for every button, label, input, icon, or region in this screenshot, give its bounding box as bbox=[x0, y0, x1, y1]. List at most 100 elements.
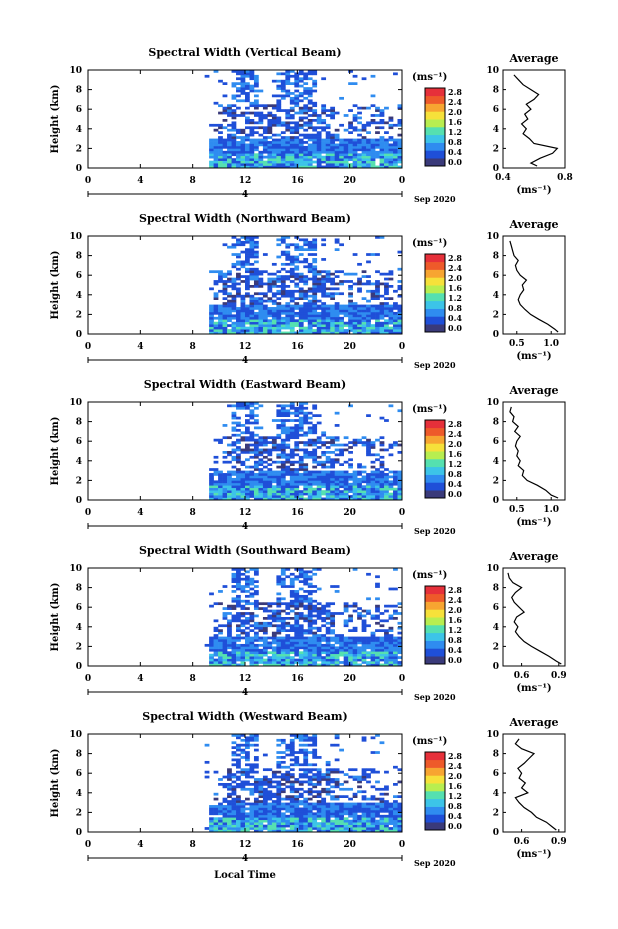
heatmap-cell bbox=[366, 656, 371, 659]
heatmap-cell bbox=[227, 165, 232, 169]
heatmap-cell bbox=[330, 460, 336, 464]
heatmap-cell bbox=[280, 470, 286, 474]
heatmap-cell bbox=[271, 321, 277, 325]
heatmap-cell bbox=[276, 331, 282, 335]
heatmap-cell bbox=[222, 331, 228, 335]
heatmap-cell bbox=[370, 809, 376, 813]
heatmap-cell bbox=[361, 436, 367, 440]
heatmap-cell bbox=[316, 316, 322, 320]
heatmap-cell bbox=[227, 316, 232, 320]
heatmap-cell bbox=[316, 289, 322, 293]
heatmap-cell bbox=[240, 824, 246, 828]
heatmap-cell bbox=[285, 94, 291, 98]
heatmap-cell bbox=[240, 309, 246, 313]
heatmap-cell bbox=[227, 480, 232, 484]
heatmap-cell bbox=[294, 426, 300, 430]
heatmap-cell bbox=[379, 272, 385, 276]
heatmap-cell bbox=[236, 663, 241, 667]
heatmap-cell bbox=[361, 128, 367, 132]
heatmap-cell bbox=[249, 770, 255, 774]
heatmap-cell bbox=[222, 643, 228, 647]
heatmap-cell bbox=[222, 109, 228, 112]
heatmap-cell bbox=[253, 807, 259, 811]
heatmap-cell bbox=[276, 604, 282, 608]
heatmap-cell bbox=[236, 255, 241, 259]
heatmap-cell bbox=[307, 648, 313, 652]
heatmap-cell bbox=[298, 160, 304, 164]
heatmap-cell bbox=[388, 814, 394, 818]
heatmap-cell bbox=[312, 658, 318, 662]
heatmap-cell bbox=[352, 609, 358, 613]
heatmap-cell bbox=[312, 480, 318, 484]
heatmap-cell bbox=[366, 775, 371, 779]
heatmap-cell bbox=[307, 575, 313, 579]
heatmap-cell bbox=[289, 406, 295, 410]
heatmap-cell bbox=[262, 148, 268, 152]
heatmap-cell bbox=[361, 775, 367, 779]
heatmap-cell bbox=[245, 438, 250, 442]
heatmap-cell bbox=[218, 648, 223, 652]
heatmap-cell bbox=[375, 812, 380, 816]
heatmap-cell bbox=[298, 748, 304, 752]
heatmap-cell bbox=[253, 324, 259, 327]
heatmap-cell bbox=[271, 302, 277, 305]
heatmap-cell bbox=[325, 653, 331, 657]
heatmap-cell bbox=[393, 653, 398, 657]
colorbar-swatch bbox=[425, 822, 445, 831]
heatmap-cell bbox=[294, 163, 300, 166]
heatmap-cell bbox=[303, 812, 309, 816]
heatmap-cell bbox=[289, 800, 295, 803]
heatmap-cell bbox=[298, 780, 304, 784]
heatmap-cell bbox=[312, 248, 318, 251]
heatmap-cell bbox=[303, 455, 309, 459]
heatmap-cell bbox=[236, 783, 241, 786]
heatmap-cell bbox=[298, 77, 304, 81]
heatmap-cell bbox=[213, 329, 219, 332]
heatmap-cell bbox=[307, 599, 313, 603]
heatmap-cell bbox=[325, 790, 331, 794]
heatmap-cell bbox=[343, 487, 349, 491]
heatmap-cell bbox=[298, 311, 304, 315]
heatmap-cell bbox=[352, 321, 358, 325]
heatmap-cell bbox=[334, 482, 340, 486]
heatmap-cell bbox=[280, 426, 286, 430]
heatmap-cell bbox=[384, 448, 389, 452]
colorbar-tick-label: 2.4 bbox=[448, 97, 462, 107]
heatmap-cell bbox=[343, 641, 349, 645]
heatmap-cell bbox=[213, 653, 219, 657]
heatmap-cell bbox=[366, 438, 371, 442]
heatmap-cell bbox=[209, 805, 214, 808]
heatmap-cell bbox=[330, 145, 336, 149]
heatmap-cell bbox=[285, 148, 291, 152]
average-y-tick-label: 0 bbox=[493, 496, 499, 506]
heatmap-cell bbox=[240, 572, 246, 576]
heatmap-cell bbox=[339, 634, 344, 637]
heatmap-cell bbox=[303, 411, 309, 415]
heatmap-cell bbox=[231, 150, 237, 154]
heatmap-cell bbox=[298, 272, 304, 276]
heatmap-cell bbox=[375, 485, 380, 489]
heatmap-cell bbox=[280, 756, 286, 759]
heatmap-cell bbox=[334, 805, 340, 808]
heatmap-cell bbox=[343, 495, 349, 498]
heatmap-cell bbox=[393, 150, 398, 154]
heatmap-cell bbox=[321, 827, 327, 830]
heatmap-cell bbox=[240, 734, 246, 737]
heatmap-cell bbox=[245, 580, 250, 583]
heatmap-cell bbox=[348, 70, 353, 73]
heatmap-cell bbox=[307, 136, 313, 139]
heatmap-cell bbox=[258, 126, 264, 130]
heatmap-cell bbox=[267, 150, 273, 154]
heatmap-cell bbox=[375, 106, 380, 110]
heatmap-cell bbox=[222, 165, 228, 169]
heatmap-cell bbox=[343, 280, 349, 283]
heatmap-cell bbox=[303, 780, 309, 784]
heatmap-cells bbox=[209, 236, 403, 335]
heatmap-cell bbox=[307, 807, 313, 811]
heatmap-cell bbox=[334, 138, 340, 142]
heatmap-cell bbox=[262, 470, 268, 474]
heatmap-cell bbox=[298, 458, 304, 462]
heatmap-cell bbox=[294, 243, 300, 247]
colorbar-swatch bbox=[425, 103, 445, 112]
